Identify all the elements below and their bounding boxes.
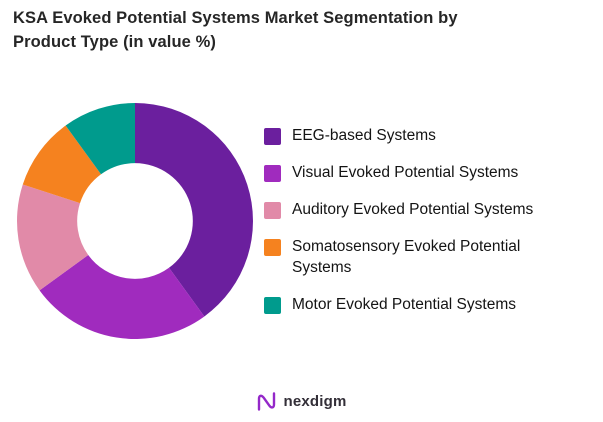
legend-item-visual: Visual Evoked Potential Systems xyxy=(264,163,594,184)
donut-segment-0 xyxy=(135,103,253,317)
brand-name: nexdigm xyxy=(283,393,347,410)
legend-swatch xyxy=(264,238,281,256)
nexdigm-wave-n-icon xyxy=(256,391,277,412)
legend-swatch xyxy=(264,296,281,314)
legend-swatch xyxy=(264,164,281,182)
legend-item-motor: Motor Evoked Potential Systems xyxy=(264,295,594,316)
donut-segment-2 xyxy=(17,184,89,291)
legend-label: EEG-based Systems xyxy=(292,127,436,144)
donut-chart-area xyxy=(10,96,260,346)
legend-item-auditory: Auditory Evoked Potential Systems xyxy=(264,200,594,221)
legend-label: Auditory Evoked Potential Systems xyxy=(292,200,534,218)
legend-label: Somatosensory Evoked Potential Systems xyxy=(292,237,521,276)
donut-segment-3 xyxy=(22,125,102,204)
chart-legend: EEG-based Systems Visual Evoked Potentia… xyxy=(264,126,594,316)
brand-footer: nexdigm xyxy=(0,391,603,412)
legend-label: Visual Evoked Potential Systems xyxy=(292,163,519,181)
legend-swatch xyxy=(264,128,281,145)
legend-label: Motor Evoked Potential Systems xyxy=(292,295,516,313)
legend-swatch xyxy=(264,201,281,219)
chart-title: KSA Evoked Potential Systems Market Segm… xyxy=(13,9,458,51)
donut-segment-4 xyxy=(65,103,135,175)
legend-item-somatosensory: Somatosensory Evoked Potential Systems xyxy=(264,237,594,279)
legend-item-eeg: EEG-based Systems xyxy=(264,126,594,147)
donut-chart xyxy=(17,103,253,339)
donut-segment-1 xyxy=(39,254,205,339)
